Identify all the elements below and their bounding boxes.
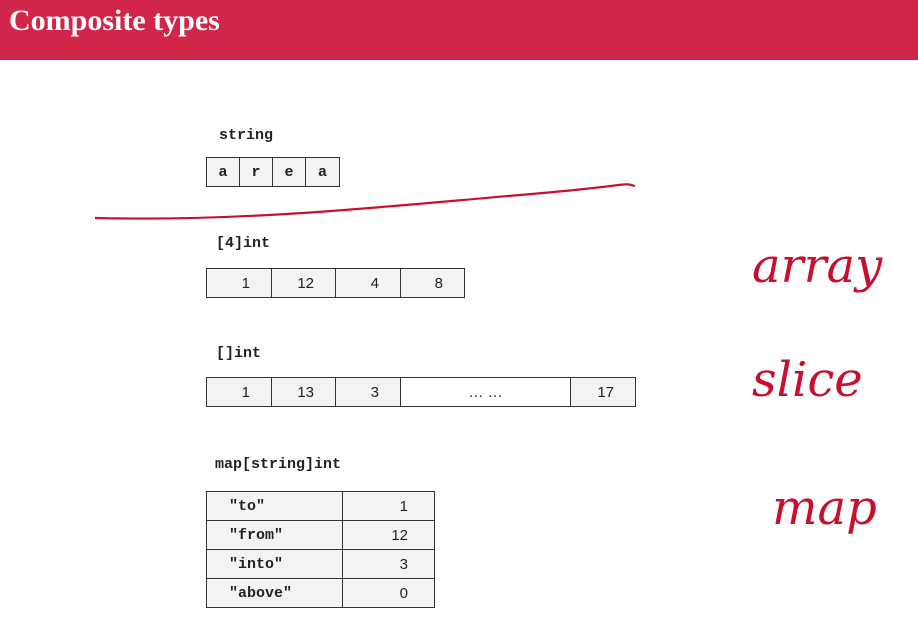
map-key: "into" xyxy=(206,549,343,579)
map-value: 0 xyxy=(342,578,435,608)
map-key: "above" xyxy=(206,578,343,608)
cell: 8 xyxy=(400,268,465,298)
map-value: 12 xyxy=(342,520,435,550)
cell: e xyxy=(272,157,306,187)
cell: a xyxy=(206,157,240,187)
map-key: "from" xyxy=(206,520,343,550)
handwritten-note: array xyxy=(752,238,883,294)
type-label: map[string]int xyxy=(215,456,342,473)
type-label: []int xyxy=(216,345,262,362)
cell: r xyxy=(239,157,273,187)
cell: 4 xyxy=(335,268,401,298)
hand-underline xyxy=(94,183,636,220)
cell: 1 xyxy=(206,377,272,407)
handwritten-note: map xyxy=(772,480,877,536)
map-value: 1 xyxy=(342,491,435,521)
slide-title: Composite types xyxy=(9,4,220,37)
cell: 1 xyxy=(206,268,272,298)
cell: 13 xyxy=(271,377,336,407)
cell: 3 xyxy=(335,377,401,407)
header-bar: Composite types xyxy=(0,0,918,60)
map-key: "to" xyxy=(206,491,343,521)
cell: … … xyxy=(400,377,571,407)
type-label: string xyxy=(219,127,274,144)
type-label: [4]int xyxy=(216,235,271,252)
handwritten-note: slice xyxy=(752,352,863,408)
cell: a xyxy=(305,157,340,187)
map-value: 3 xyxy=(342,549,435,579)
cell: 12 xyxy=(271,268,336,298)
cell: 17 xyxy=(570,377,636,407)
